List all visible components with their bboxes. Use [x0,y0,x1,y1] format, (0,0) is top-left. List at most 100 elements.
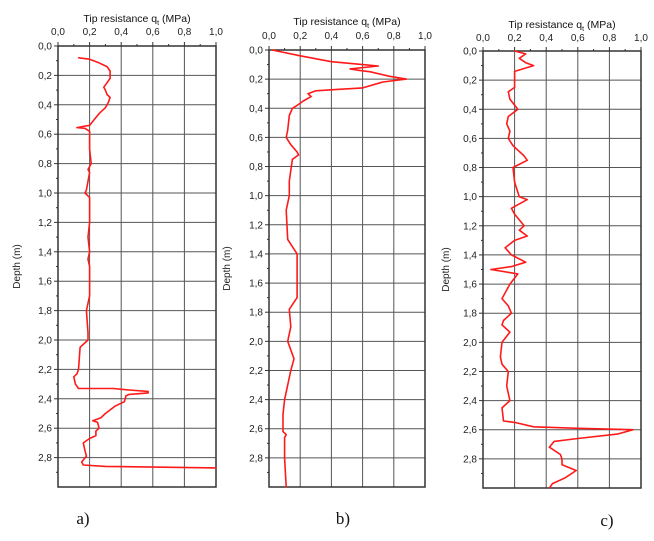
data-point [518,57,520,59]
data-point [89,196,91,199]
data-point [561,464,563,466]
data-point [512,145,514,147]
data-point [291,158,293,160]
tip-resistance-series [271,49,408,488]
y-tick-label: 2,2 [463,367,477,378]
chart-panel-1: 0,0 0,2 0,4 0,6 0,8 1,0 0,0 0,2 0,4 0,6 0,8 1,0 1,2 1… [12,13,223,528]
data-point [501,324,503,326]
x-tick-label: 0,8 [177,27,191,38]
data-point [96,61,99,63]
data-point [525,62,527,64]
x-tick-label: 0,0 [476,33,490,44]
data-point [388,75,390,77]
data-point [501,363,503,365]
x-axis-title: Tip resistance qt (MPa) [508,19,615,33]
data-point [87,236,89,238]
y-tick-label: 2,4 [463,396,477,407]
x-tick-label: 0,6 [146,27,160,38]
data-point [349,68,351,70]
x-tick-label: 0,8 [602,33,616,44]
data-point [405,78,407,80]
data-point [87,332,89,334]
y-axis-title: Depth (m) [441,247,452,291]
plot-frame [268,49,426,488]
data-point [532,64,535,67]
y-tick-label: 0,4 [463,105,477,116]
data-point [506,123,508,125]
data-point [285,486,287,488]
data-point [510,312,513,314]
data-point [87,258,89,260]
data-point [369,71,371,73]
x-tick-label: 0,4 [324,31,338,42]
data-point [79,346,81,348]
y-tick-label: 1,8 [38,306,52,317]
data-point [509,130,511,132]
x-tick-label: 0,6 [356,31,370,42]
data-point [287,340,289,342]
data-point [532,426,535,428]
data-point [287,129,289,131]
data-point [95,434,97,437]
data-point [285,433,287,436]
y-tick-label: 0,8 [38,159,52,170]
y-tick-label: 2,8 [463,454,477,465]
data-point [284,399,286,401]
y-tick-label: 1,6 [249,279,263,290]
y-tick-label: 2,8 [249,453,263,464]
data-point [517,273,519,275]
data-point [509,98,511,100]
data-point [507,305,509,307]
data-point [85,310,88,312]
data-point [502,420,505,422]
data-point [510,265,513,268]
data-point [285,209,287,211]
data-point [87,168,89,171]
data-point [215,467,217,469]
y-tick-label: 0,4 [249,104,263,115]
data-point [290,369,292,372]
data-point [104,107,106,109]
data-point [104,89,106,91]
data-point [109,70,111,72]
data-point [499,356,501,358]
x-tick-label: 0,4 [114,27,128,38]
data-point [490,268,492,271]
y-tick-label: 1,8 [463,309,477,320]
x-tick-label: 0,2 [293,31,307,42]
y-tick-label: 0,0 [249,46,263,57]
data-point [90,163,92,165]
data-point [84,125,86,127]
y-tick-label: 0,8 [463,163,477,174]
data-point [526,198,528,201]
y-axis-title: Depth (m) [12,244,23,288]
data-point [89,124,91,126]
y-tick-label: 1,0 [463,192,477,203]
data-point [82,442,84,444]
data-point [104,465,106,468]
data-point [285,136,287,138]
data-point [296,104,298,106]
data-point [271,49,273,51]
data-point [282,431,284,433]
panel-label: c) [600,511,613,530]
data-point [100,417,102,419]
data-point [93,118,95,121]
data-point [382,81,384,83]
y-tick-label: 2,4 [249,395,263,406]
y-tick-label: 1,2 [249,220,263,231]
y-axis-title: Depth (m) [222,246,233,290]
x-axis-title: Tip resistance qt (MPa) [293,16,400,30]
y-tick-label: 0,6 [463,134,477,145]
data-point [561,458,563,460]
data-point [128,389,130,391]
data-point [310,96,312,98]
data-point [509,400,511,402]
plot-frame [57,45,217,488]
data-point [514,181,516,183]
x-tick-label: 0,4 [539,33,553,44]
data-point [109,96,111,99]
data-point [82,464,84,466]
data-point [362,87,364,89]
data-point [514,421,516,424]
